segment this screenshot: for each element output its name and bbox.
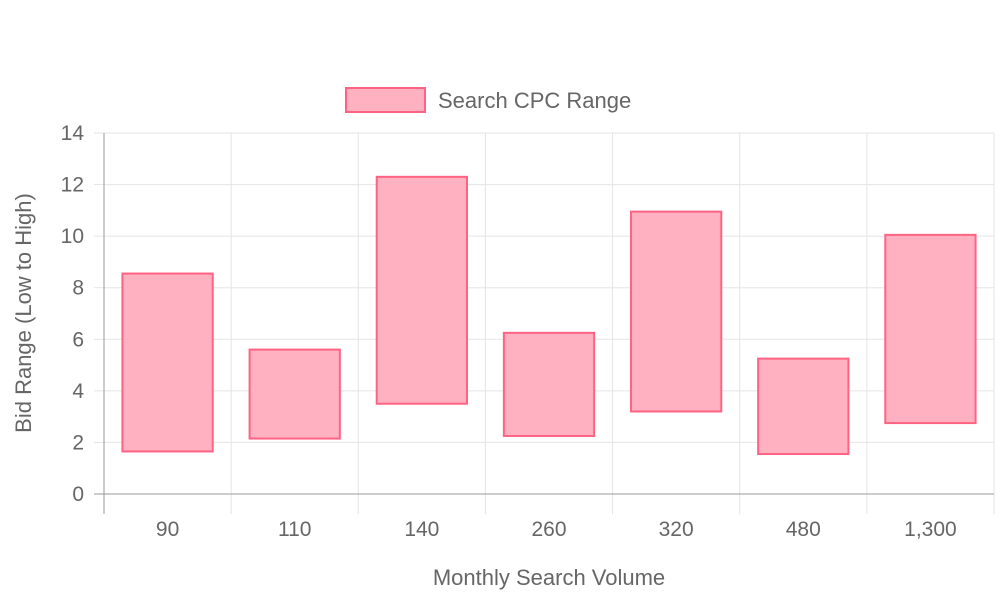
range-bar[interactable] (375, 175, 468, 405)
y-tick-label: 0 (72, 483, 84, 506)
x-tick-label: 480 (786, 518, 821, 541)
range-bar[interactable] (884, 233, 977, 425)
x-tick-label: 1,300 (904, 518, 957, 541)
x-tick-label: 260 (531, 518, 566, 541)
x-tick-label: 110 (278, 518, 311, 541)
y-tick-label: 12 (61, 174, 84, 197)
grid (94, 132, 995, 514)
y-axis-title: Bid Range (Low to High) (11, 193, 36, 433)
range-bar[interactable] (630, 210, 723, 413)
range-bar[interactable] (502, 331, 596, 437)
bars (121, 175, 977, 456)
y-tick-label: 2 (72, 431, 84, 454)
legend-label: Search CPC Range (438, 88, 631, 113)
y-tick-label: 10 (61, 225, 84, 248)
tick-labels: 0 2 4 6 8 10 12 14 90 110 140 260 320 480 1,300 (61, 122, 957, 541)
range-bar[interactable] (248, 348, 341, 440)
range-bar[interactable] (757, 357, 850, 456)
x-tick-label: 140 (404, 518, 439, 541)
x-axis-title: Monthly Search Volume (433, 565, 665, 590)
y-tick-label: 6 (72, 328, 84, 351)
x-tick-label: 320 (659, 518, 694, 541)
y-tick-label: 8 (72, 277, 84, 300)
y-tick-label: 4 (72, 380, 84, 403)
axes (94, 133, 994, 514)
legend-swatch (345, 87, 426, 113)
x-tick-label: 90 (156, 518, 179, 541)
legend[interactable]: Search CPC Range (345, 87, 631, 113)
range-bar[interactable] (121, 272, 214, 453)
y-tick-label: 14 (61, 122, 85, 145)
